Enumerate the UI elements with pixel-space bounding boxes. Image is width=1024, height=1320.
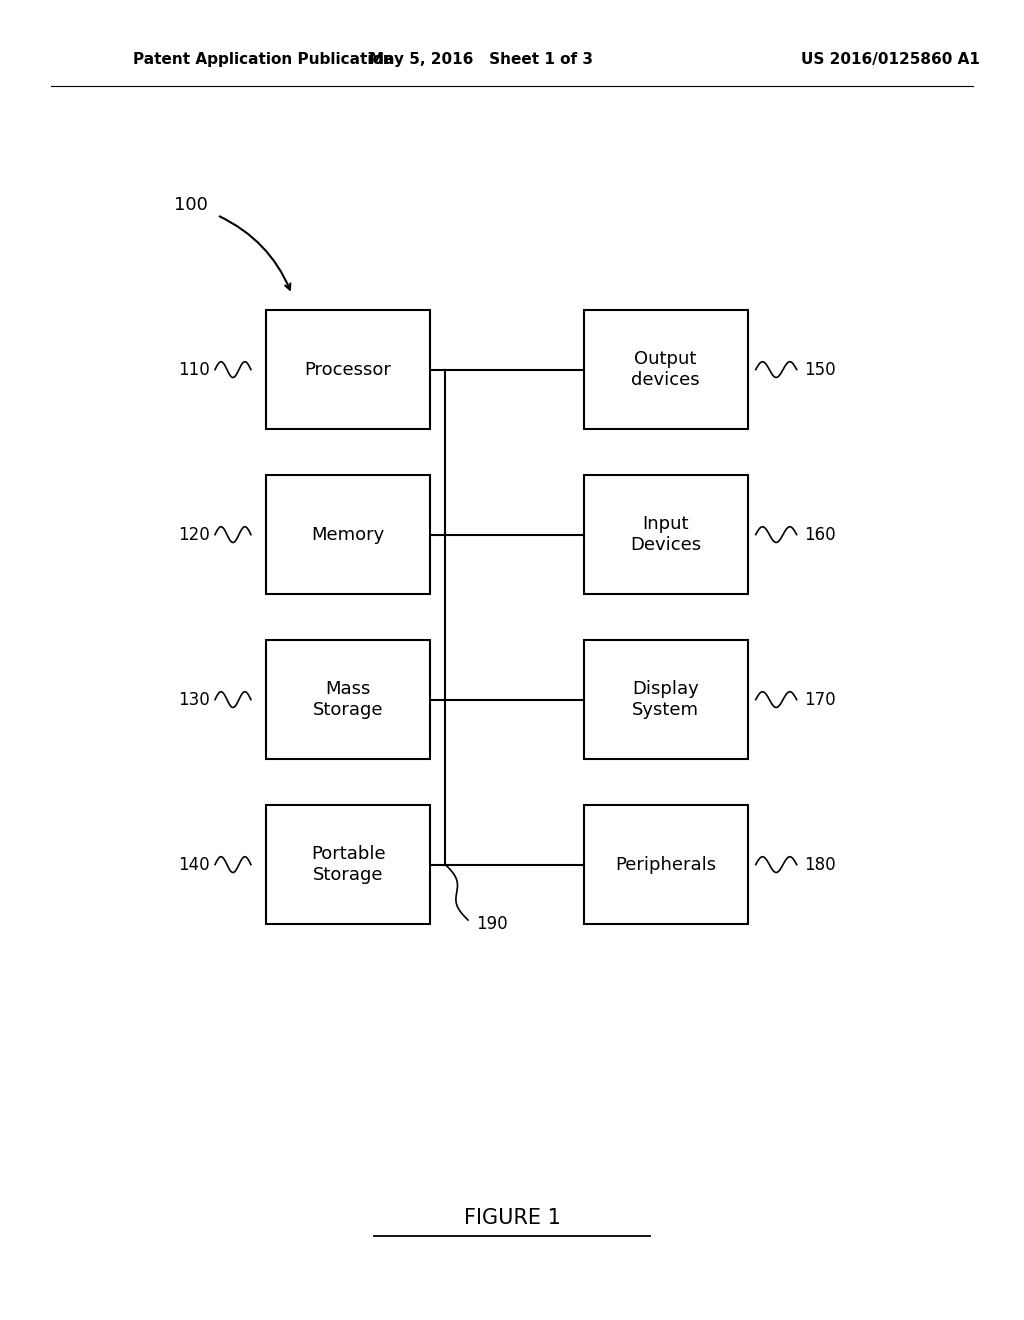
Text: FIGURE 1: FIGURE 1 [464, 1208, 560, 1229]
Text: May 5, 2016   Sheet 1 of 3: May 5, 2016 Sheet 1 of 3 [370, 51, 593, 67]
Text: Input
Devices: Input Devices [630, 515, 701, 554]
Text: 120: 120 [178, 525, 210, 544]
Text: Mass
Storage: Mass Storage [313, 680, 383, 719]
FancyBboxPatch shape [584, 475, 748, 594]
Text: Portable
Storage: Portable Storage [311, 845, 385, 884]
Text: 190: 190 [476, 915, 508, 933]
Text: 130: 130 [178, 690, 210, 709]
FancyBboxPatch shape [584, 805, 748, 924]
FancyBboxPatch shape [266, 640, 430, 759]
Text: 140: 140 [178, 855, 210, 874]
FancyBboxPatch shape [266, 310, 430, 429]
Text: Patent Application Publication: Patent Application Publication [133, 51, 394, 67]
FancyBboxPatch shape [584, 640, 748, 759]
Text: Peripherals: Peripherals [615, 855, 716, 874]
Text: US 2016/0125860 A1: US 2016/0125860 A1 [802, 51, 980, 67]
Text: 180: 180 [804, 855, 836, 874]
Text: 160: 160 [804, 525, 836, 544]
Text: Memory: Memory [311, 525, 385, 544]
Text: 150: 150 [804, 360, 836, 379]
FancyBboxPatch shape [584, 310, 748, 429]
FancyBboxPatch shape [266, 805, 430, 924]
Text: 170: 170 [804, 690, 836, 709]
Text: Processor: Processor [305, 360, 391, 379]
Text: Display
System: Display System [632, 680, 699, 719]
Text: 100: 100 [174, 195, 208, 214]
FancyBboxPatch shape [266, 475, 430, 594]
Text: Output
devices: Output devices [631, 350, 700, 389]
Text: 110: 110 [178, 360, 210, 379]
